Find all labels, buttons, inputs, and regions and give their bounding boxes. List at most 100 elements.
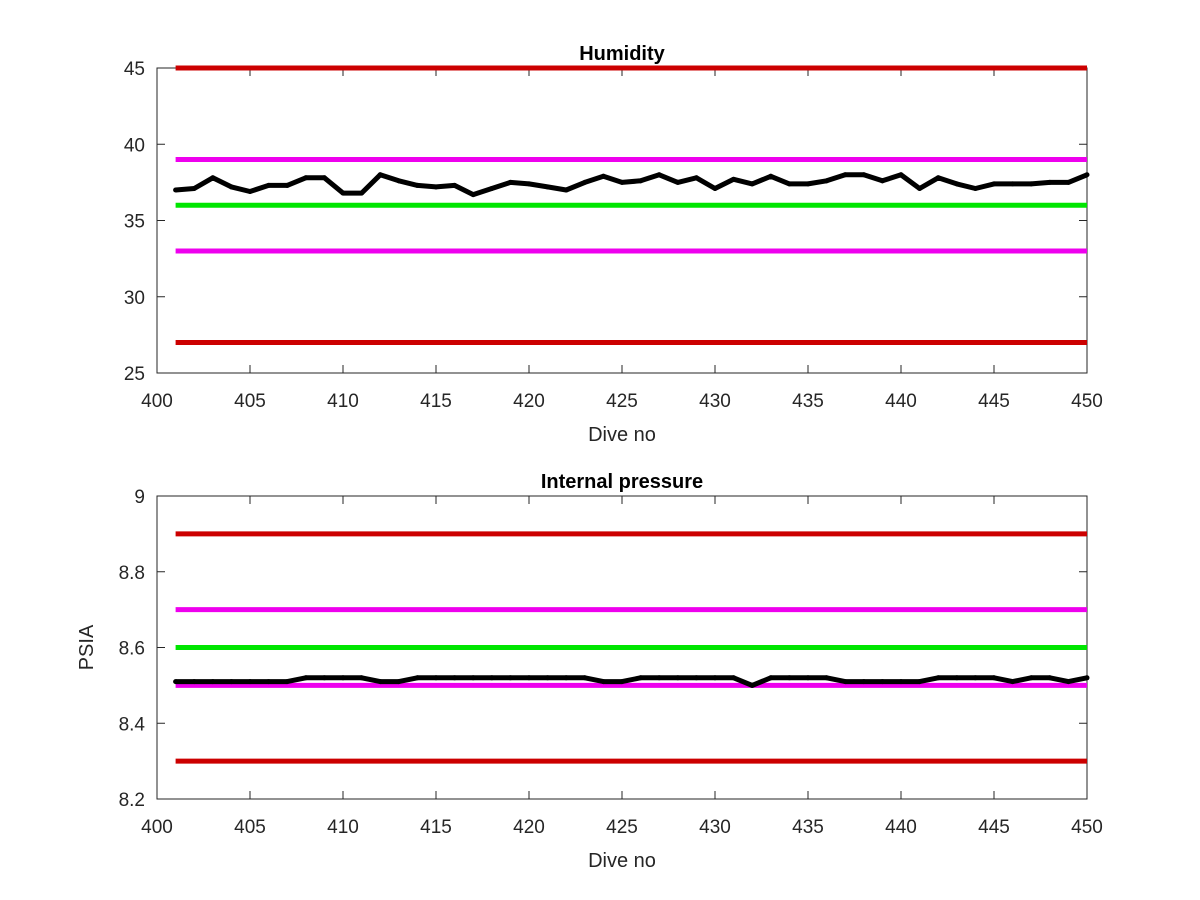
x-tick-label: 415 (420, 391, 452, 412)
y-tick-label: 8.4 (119, 714, 146, 735)
x-tick-label: 430 (699, 391, 731, 412)
data-point (228, 679, 234, 685)
x-tick-label: 405 (234, 817, 266, 838)
x-axis-label: Dive no (588, 424, 656, 446)
data-point (507, 179, 513, 185)
y-tick-label: 45 (124, 59, 145, 80)
data-point (247, 189, 253, 195)
data-point (507, 675, 513, 681)
data-point (563, 675, 569, 681)
data-point (210, 679, 216, 685)
data-point (1065, 679, 1071, 685)
data-point (545, 675, 551, 681)
data-point (656, 172, 662, 178)
x-tick-label: 425 (606, 391, 638, 412)
x-tick-label: 420 (513, 391, 545, 412)
data-point (396, 679, 402, 685)
x-tick-label: 435 (792, 817, 824, 838)
data-series-line (175, 675, 1088, 688)
data-point (414, 182, 420, 188)
data-point (1084, 172, 1090, 178)
data-point (191, 679, 197, 685)
x-tick-label: 450 (1071, 391, 1103, 412)
data-point (842, 679, 848, 685)
data-point (861, 679, 867, 685)
data-point (526, 675, 532, 681)
data-point (600, 679, 606, 685)
data-point (396, 178, 402, 184)
data-point (824, 675, 830, 681)
x-tick-label: 440 (885, 817, 917, 838)
data-point (1047, 675, 1053, 681)
data-point (191, 185, 197, 191)
data-point (228, 184, 234, 190)
x-tick-label: 410 (327, 817, 359, 838)
data-point (731, 176, 737, 182)
x-tick-label: 400 (141, 391, 173, 412)
data-point (433, 184, 439, 190)
x-tick-label: 405 (234, 391, 266, 412)
data-point (619, 179, 625, 185)
data-point (712, 185, 718, 191)
data-point (452, 182, 458, 188)
data-point (731, 675, 737, 681)
data-point (749, 682, 755, 688)
data-point (600, 173, 606, 179)
data-point (861, 172, 867, 178)
data-point (712, 675, 718, 681)
data-point (768, 675, 774, 681)
y-axis-label: PSIA (76, 624, 98, 670)
data-point (1047, 179, 1053, 185)
data-point (489, 675, 495, 681)
x-axis-label: Dive no (588, 850, 656, 872)
data-point (247, 679, 253, 685)
data-point (526, 181, 532, 187)
data-point (675, 179, 681, 185)
data-point (917, 679, 923, 685)
data-point (563, 187, 569, 193)
data-point (173, 187, 179, 193)
data-point (1010, 679, 1016, 685)
data-point (489, 185, 495, 191)
data-point (879, 178, 885, 184)
data-point (1028, 675, 1034, 681)
x-tick-label: 410 (327, 391, 359, 412)
subplot-2: 400 405 410 415 420 425 430 435 440 445 450 8.2 8.4 8… (76, 471, 1103, 872)
data-point (638, 675, 644, 681)
data-point (898, 679, 904, 685)
data-point (693, 675, 699, 681)
data-point (1010, 181, 1016, 187)
data-point (470, 675, 476, 681)
data-point (805, 675, 811, 681)
data-point (340, 190, 346, 196)
data-point (935, 675, 941, 681)
data-point (898, 172, 904, 178)
y-tick-label: 8.2 (119, 790, 145, 811)
data-point (284, 679, 290, 685)
data-point (414, 675, 420, 681)
x-tick-label: 445 (978, 817, 1010, 838)
x-tick-label: 400 (141, 817, 173, 838)
data-point (693, 175, 699, 181)
data-point (377, 172, 383, 178)
x-tick-label: 450 (1071, 817, 1103, 838)
data-point (619, 679, 625, 685)
data-point (954, 181, 960, 187)
data-point (842, 172, 848, 178)
y-tick-label: 30 (124, 288, 145, 309)
data-point (266, 182, 272, 188)
data-point (359, 190, 365, 196)
data-point (879, 679, 885, 685)
data-point (917, 185, 923, 191)
data-point (805, 181, 811, 187)
data-point (303, 175, 309, 181)
data-point (321, 675, 327, 681)
data-point (377, 679, 383, 685)
x-tick-label: 435 (792, 391, 824, 412)
data-point (210, 175, 216, 181)
data-point (972, 185, 978, 191)
data-point (656, 675, 662, 681)
x-tick-label: 425 (606, 817, 638, 838)
y-tick-label: 35 (124, 212, 145, 233)
